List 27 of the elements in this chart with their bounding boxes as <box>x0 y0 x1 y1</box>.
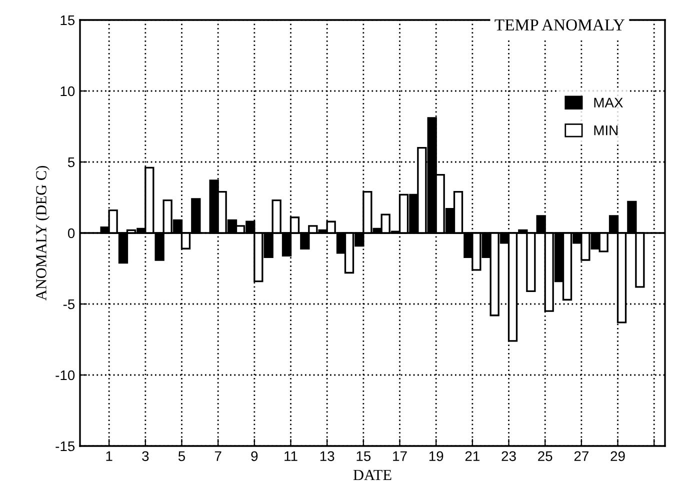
x-tick-label: 13 <box>320 451 334 462</box>
y-tick-label: -15 <box>56 441 75 452</box>
x-tick-label: 5 <box>178 451 186 462</box>
legend-label: MIN <box>594 126 618 136</box>
y-tick-label: 5 <box>68 157 75 168</box>
x-tick-label: 7 <box>214 451 222 461</box>
y-axis-title: ANOMALY (DEG C) <box>36 166 50 301</box>
x-tick-label: 27 <box>574 451 588 461</box>
y-tick-label: 15 <box>60 15 75 26</box>
x-tick-label: 11 <box>284 451 298 461</box>
x-tick-label: 23 <box>502 451 516 462</box>
y-tick-label: -5 <box>63 299 75 310</box>
x-axis-title: DATE <box>353 470 392 480</box>
x-tick-label: 9 <box>251 451 258 462</box>
x-tick-label: 19 <box>429 451 444 462</box>
x-tick-label: 1 <box>106 451 112 461</box>
chart-title: TEMP ANOMALY <box>494 19 625 31</box>
y-tick-label: -10 <box>56 370 75 380</box>
legend-label: MAX <box>594 98 623 108</box>
x-tick-label: 17 <box>393 451 407 461</box>
y-tick-label: 0 <box>68 228 75 238</box>
x-tick-label: 29 <box>610 451 625 462</box>
x-tick-label: 15 <box>356 451 371 462</box>
x-tick-label: 21 <box>465 451 480 461</box>
x-tick-label: 25 <box>538 451 552 462</box>
x-tick-label: 3 <box>142 451 149 462</box>
y-tick-label: 10 <box>60 86 75 96</box>
